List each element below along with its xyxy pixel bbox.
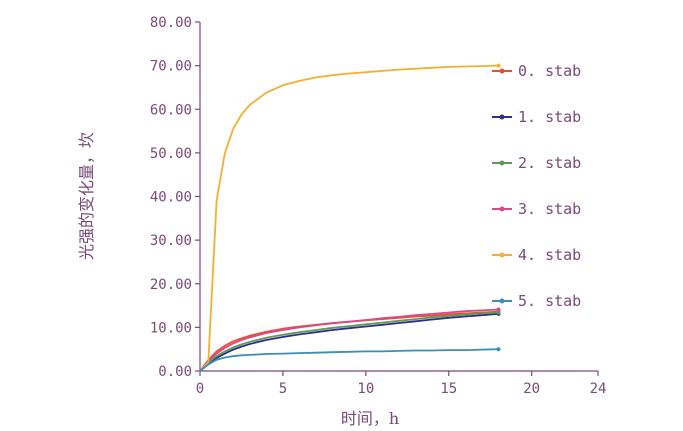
legend-label-1: 1. stab: [518, 108, 581, 126]
series-line-4: [199, 64, 499, 372]
series-lines: [199, 63, 501, 372]
series-line-2: [199, 311, 499, 372]
y-tick-label: 80.00: [150, 15, 192, 31]
y-axis-title: 光强的变化量，坎: [77, 132, 96, 260]
series-end-point-4: [496, 63, 501, 68]
legend-label-4: 4. stab: [518, 246, 581, 264]
x-axis-ticks: 0 5 10 15 20 24: [196, 371, 607, 397]
series-line-0: [199, 310, 499, 372]
series-end-point-2: [496, 310, 501, 315]
x-axis-title: 时间，h: [341, 409, 399, 428]
legend-label-2: 2. stab: [518, 154, 581, 172]
x-tick-label: 15: [440, 381, 457, 397]
y-tick-label: 50.00: [150, 146, 192, 162]
legend-marker-4: [499, 252, 505, 258]
legend-marker-1: [499, 114, 505, 120]
series-line-1: [199, 313, 499, 372]
legend-label-0: 0. stab: [518, 62, 581, 80]
x-tick-label: 0: [196, 381, 204, 397]
legend-marker-2: [499, 160, 505, 166]
legend: 0. stab 1. stab 2. stab 3. stab 4. stab 5. st…: [492, 62, 581, 310]
x-tick-label: 20: [523, 381, 540, 397]
y-tick-label: 70.00: [150, 59, 192, 75]
y-tick-label: 10.00: [150, 320, 192, 336]
series-line-3: [199, 308, 499, 372]
series-end-point-5: [496, 347, 501, 352]
y-tick-label: 60.00: [150, 102, 192, 118]
x-tick-label: 24: [590, 381, 607, 397]
x-tick-label: 10: [357, 381, 374, 397]
series-end-point-3: [496, 307, 501, 312]
y-tick-label: 0.00: [158, 364, 192, 380]
legend-label-5: 5. stab: [518, 292, 581, 310]
series-line-5: [199, 348, 499, 372]
y-axis-ticks: 0.00 10.00 20.00 30.00 40.00 50.00 60.00 70.00 8…: [150, 15, 200, 380]
legend-marker-0: [499, 68, 505, 74]
y-tick-label: 40.00: [150, 190, 192, 206]
x-tick-label: 5: [279, 381, 287, 397]
y-tick-label: 30.00: [150, 233, 192, 249]
legend-marker-5: [499, 298, 505, 304]
y-tick-label: 20.00: [150, 277, 192, 293]
legend-label-3: 3. stab: [518, 200, 581, 218]
legend-marker-3: [499, 206, 505, 212]
